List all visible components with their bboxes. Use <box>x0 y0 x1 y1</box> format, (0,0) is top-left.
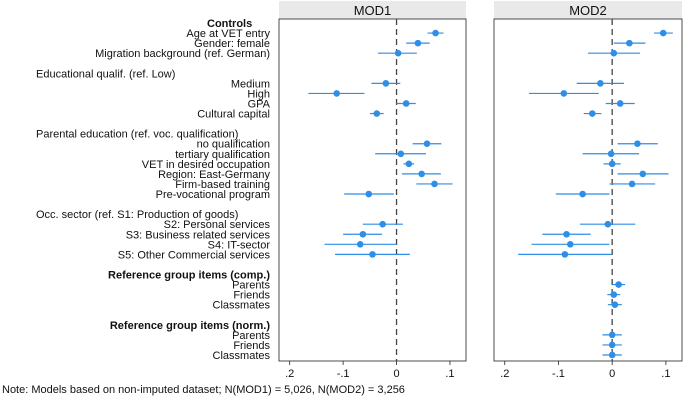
point-estimate <box>397 150 405 158</box>
point-estimate <box>379 220 386 228</box>
panel-mod1-frame <box>278 18 467 362</box>
point-estimate <box>634 140 641 148</box>
row-label: Age at VET entry <box>186 28 270 40</box>
row-group-label: Reference group items (comp.) <box>108 270 270 282</box>
point-estimate <box>610 49 618 57</box>
point-estimate <box>561 251 569 258</box>
point-estimate <box>418 170 425 178</box>
point-estimate <box>616 100 624 107</box>
row-label: Firm-based training <box>175 179 270 191</box>
row-label: Pre-vocational program <box>156 189 270 201</box>
panel-mod2-title: MOD2 <box>569 3 607 18</box>
panel-mod2-frame <box>493 18 683 362</box>
row-label: Migration background (ref. German) <box>95 48 270 60</box>
point-estimate <box>597 80 604 87</box>
point-estimate <box>607 150 615 158</box>
panel-mod1-x-axis: .2 -.1 0 .1 <box>285 361 455 380</box>
row-label: Friends <box>233 290 270 302</box>
x-tick-label: -.1 <box>552 368 565 380</box>
row-label: Classmates <box>213 300 271 312</box>
point-estimate <box>402 100 410 107</box>
point-estimate <box>359 230 367 238</box>
point-estimate <box>414 39 422 47</box>
panel-mod1-marks <box>308 29 453 258</box>
point-estimate <box>608 351 616 359</box>
row-label: S3: Business related services <box>126 229 271 241</box>
row-group-label: Educational qualif. (ref. Low) <box>36 68 175 80</box>
row-label: Classmates <box>213 350 271 362</box>
point-estimate <box>382 80 390 87</box>
panel-mod2: MOD2 .2 -.1 0 .1 <box>493 1 683 380</box>
point-estimate <box>639 170 647 178</box>
footnote: Note: Models based on non-imputed datase… <box>2 384 405 396</box>
point-estimate <box>604 220 612 228</box>
row-label: Gender: female <box>194 38 270 50</box>
row-label: Parents <box>232 280 270 292</box>
x-tick-label: .2 <box>285 368 294 380</box>
point-estimate <box>608 341 616 349</box>
panel-mod1: MOD1 .2 -.1 0 .1 <box>278 1 467 380</box>
point-estimate <box>560 90 568 97</box>
row-label: Friends <box>233 340 270 352</box>
point-estimate <box>588 110 596 117</box>
point-estimate <box>431 180 438 188</box>
point-estimate <box>365 190 373 198</box>
row-label: VET in desired occupation <box>142 159 270 171</box>
x-tick-label: .1 <box>661 368 670 380</box>
point-estimate <box>610 291 618 298</box>
x-tick-label: -.1 <box>337 368 350 380</box>
point-estimate <box>423 140 431 148</box>
point-estimate <box>626 39 633 47</box>
panel-mod1-header <box>279 1 466 19</box>
row-label: Medium <box>231 78 270 90</box>
point-estimate <box>405 160 413 168</box>
point-estimate <box>611 301 619 308</box>
row-group-label: Controls <box>207 18 252 30</box>
x-tick-label: .1 <box>445 368 454 380</box>
point-estimate <box>579 190 586 198</box>
row-label: GPA <box>248 98 271 110</box>
point-estimate <box>608 331 616 339</box>
panel-mod2-header <box>494 1 682 19</box>
point-estimate <box>659 29 667 37</box>
point-estimate <box>333 90 341 97</box>
point-estimate <box>628 180 636 188</box>
row-label: tertiary qualification <box>175 149 270 161</box>
panel-mod2-marks <box>518 29 673 359</box>
point-estimate <box>356 241 364 248</box>
row-group-label: Parental education (ref. voc. qualificat… <box>36 129 238 141</box>
point-estimate <box>432 29 439 37</box>
point-estimate <box>615 281 622 288</box>
panel-mod1-title: MOD1 <box>354 3 392 18</box>
row-label: S5: Other Commercial services <box>118 249 271 261</box>
row-label: no qualification <box>197 139 270 151</box>
row-group-label: Occ. sector (ref. S1: Production of good… <box>36 209 238 221</box>
point-estimate <box>394 49 402 57</box>
point-estimate <box>369 251 376 258</box>
point-estimate <box>373 110 381 117</box>
row-label: Region: East-Germany <box>158 169 270 181</box>
row-label: S4: IT-sector <box>208 239 271 251</box>
point-estimate <box>563 230 570 238</box>
row-label: High <box>247 88 270 100</box>
x-tick-label: 0 <box>609 368 615 380</box>
point-estimate <box>608 160 616 168</box>
row-label: S2: Personal services <box>164 219 271 231</box>
row-group-label: Reference group items (norm.) <box>110 320 270 332</box>
x-tick-label: .2 <box>500 368 509 380</box>
row-label: Cultural capital <box>197 109 270 121</box>
panel-mod2-x-axis: .2 -.1 0 .1 <box>500 361 670 380</box>
row-label: Parents <box>232 330 270 342</box>
x-tick-label: 0 <box>393 368 399 380</box>
point-estimate <box>566 241 574 248</box>
